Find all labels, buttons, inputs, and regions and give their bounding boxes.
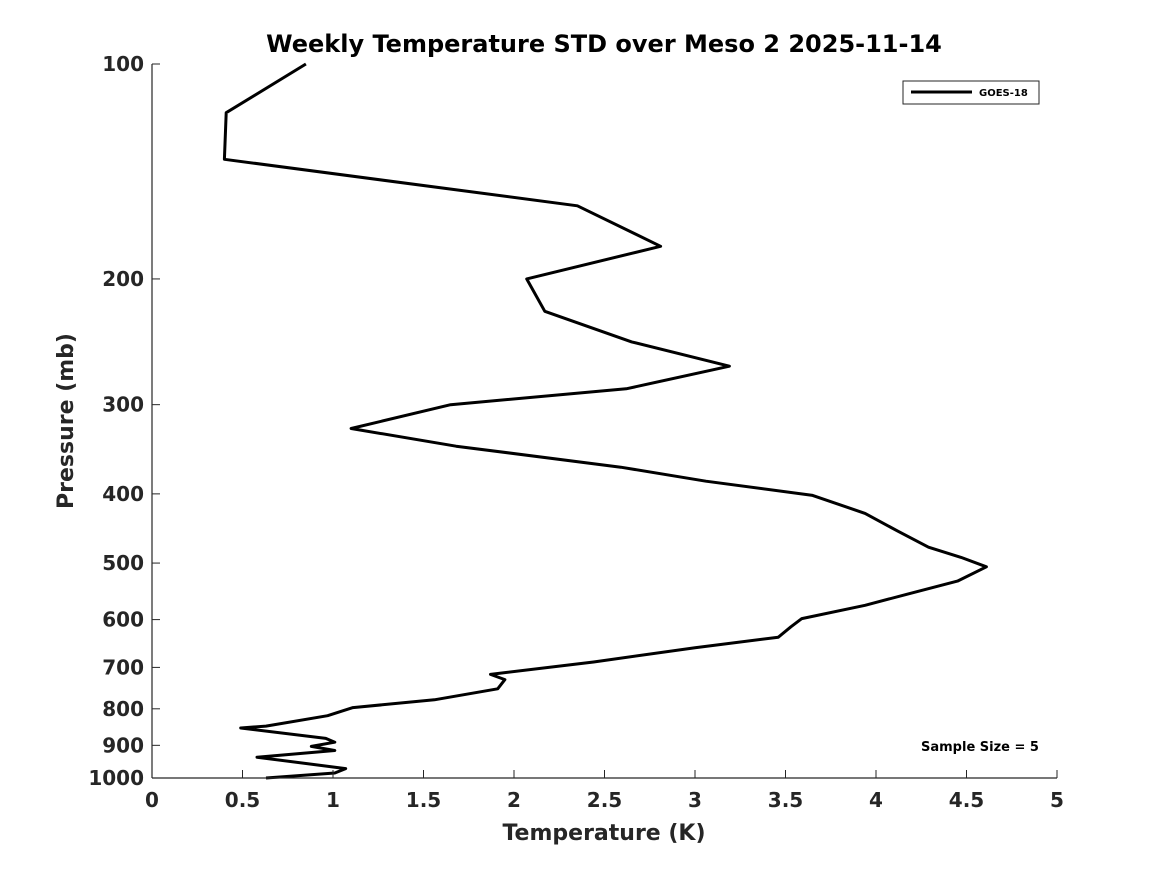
x-tick-label: 2.5: [587, 788, 622, 812]
y-tick-label: 400: [102, 482, 144, 506]
x-tick-label: 4: [869, 788, 883, 812]
y-tick-label: 600: [102, 608, 144, 632]
x-tick-label: 0.5: [225, 788, 260, 812]
x-tick-label: 0: [145, 788, 159, 812]
chart-title: Weekly Temperature STD over Meso 2 2025-…: [266, 30, 942, 58]
x-tick-label: 4.5: [949, 788, 984, 812]
x-tick-label: 5: [1050, 788, 1064, 812]
sample-size-annotation: Sample Size = 5: [921, 740, 1039, 755]
y-tick-label: 1000: [88, 766, 144, 790]
x-tick-label: 3: [688, 788, 702, 812]
plot-area: [222, 62, 988, 780]
y-tick-label: 300: [102, 393, 144, 417]
y-tick-label: 100: [102, 52, 144, 76]
y-tick-label: 800: [102, 697, 144, 721]
x-tick-label: 1.5: [406, 788, 441, 812]
legend: GOES-18: [902, 80, 1040, 105]
y-tick-label: 900: [102, 733, 144, 757]
y-tick-label: 200: [102, 267, 144, 291]
x-axis-label: Temperature (K): [502, 821, 705, 846]
x-tick-label: 1: [326, 788, 340, 812]
y-axis-label: Pressure (mb): [54, 333, 79, 509]
y-tick-label: 500: [102, 551, 144, 575]
x-tick-label: 3.5: [768, 788, 803, 812]
x-tick-label: 2: [507, 788, 521, 812]
legend-label-goes-18: GOES-18: [979, 88, 1028, 99]
y-ticks: 100 200 300 400 500 600 700 800 900 1000: [88, 52, 160, 790]
series-line-goes-18: [222, 62, 988, 780]
y-tick-label: 700: [102, 655, 144, 679]
x-ticks: 0 0.5 1 1.5 2 2.5 3 3.5 4 4.5 5: [145, 770, 1064, 812]
